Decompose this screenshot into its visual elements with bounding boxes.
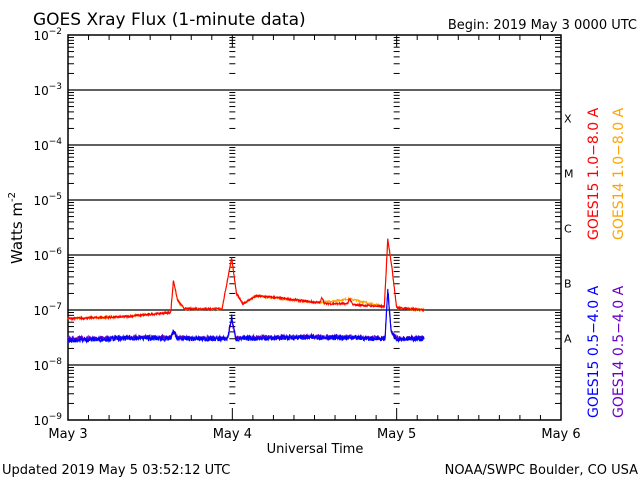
y-axis-label-sup: -2 [7,192,18,202]
x-axis-label: Universal Time [267,442,364,457]
legend-entry: GOES15 0.5−4.0 A [586,285,602,418]
flare-class-label: M [564,168,574,181]
x-tick-label: May 5 [377,427,416,442]
y-tick-label: 10−9 [33,412,62,428]
flare-class-label: A [564,333,572,346]
y-axis-label: Watts m-2 [7,192,26,264]
x-tick-label: May 6 [541,427,580,442]
y-tick-label: 10−2 [33,27,62,43]
series-line-goes15-0-5-4-0-a [67,288,425,344]
flare-class-label: C [564,223,572,236]
y-tick-label: 10−3 [33,82,62,98]
x-tick-label: May 3 [48,427,87,442]
chart-title: GOES Xray Flux (1-minute data) [33,10,306,30]
y-tick-label: 10−7 [33,302,62,318]
y-tick-label: 10−5 [33,192,62,208]
legend-entry: GOES14 1.0−8.0 A [611,107,627,240]
y-tick-label: 10−6 [33,247,62,263]
updated-label: Updated 2019 May 5 03:52:12 UTC [2,463,230,478]
legend-entry: GOES14 0.5−4.0 A [611,285,627,418]
series-group [67,238,425,344]
legend-entry: GOES15 1.0−8.0 A [586,107,602,240]
plot-frame [67,34,562,421]
credit-label: NOAA/SWPC Boulder, CO USA [445,463,638,478]
x-tick-label: May 4 [213,427,252,442]
flare-class-label: B [564,278,572,291]
y-axis-label-text: Watts m [8,202,26,264]
series-line-goes15-1-0-8-0-a [67,238,425,322]
legend: GOES15 1.0−8.0 A GOES14 1.0−8.0 A GOES15 0… [586,107,627,418]
y-tick-label: 10−8 [33,357,62,373]
flare-class-label: X [564,113,572,126]
y-tick-label: 10−4 [33,137,62,153]
begin-label: Begin: 2019 May 3 0000 UTC [448,18,637,33]
